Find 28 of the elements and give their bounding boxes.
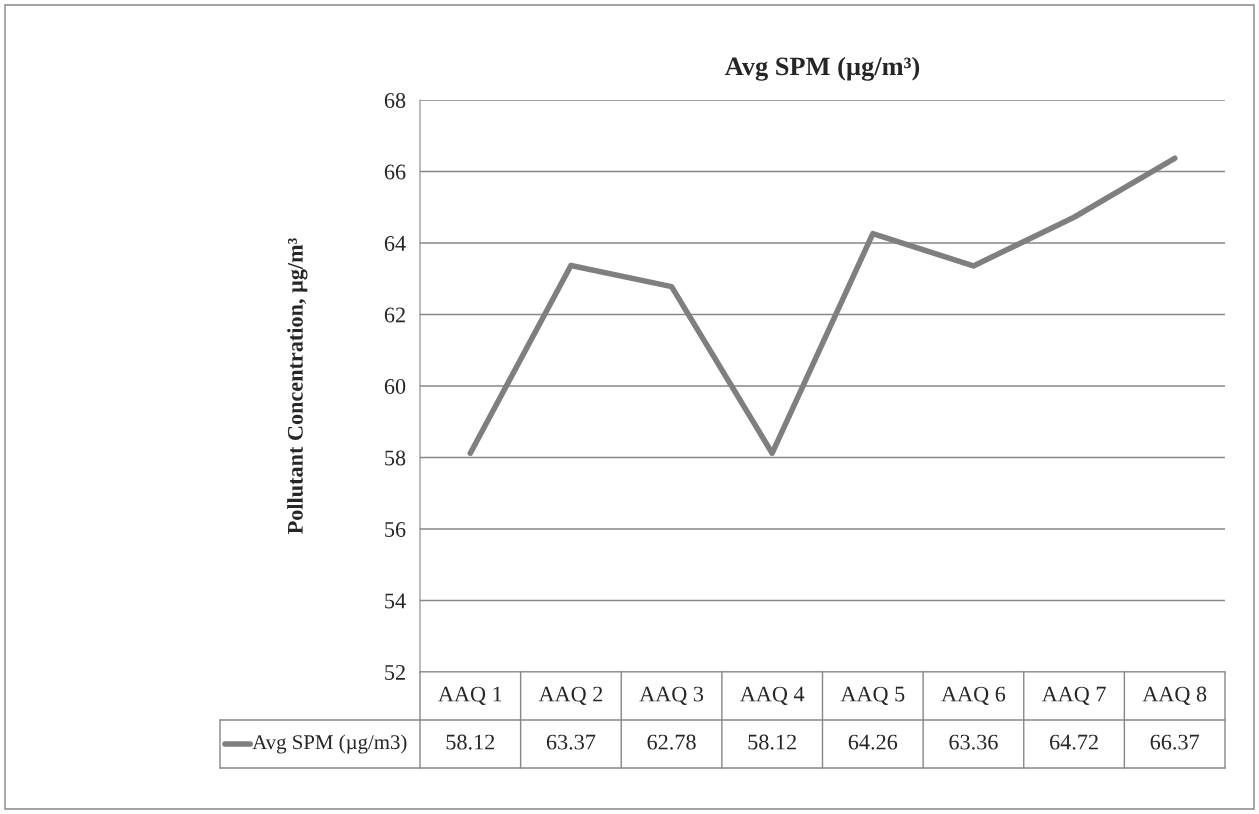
y-axis-title: Pollutant Concentration, µg/m³ (287, 238, 308, 534)
data-label: 62.78 (647, 734, 696, 750)
y-tick-label: 64 (384, 235, 406, 251)
chart-title: Avg SPM (µg/m³) (724, 56, 920, 81)
y-tick-label: 58 (385, 450, 406, 466)
data-label: 63.36 (949, 734, 998, 750)
y-tick-label: 66 (384, 164, 406, 180)
data-label: 66.37 (1150, 734, 1200, 750)
y-tick-label: 60 (384, 378, 406, 394)
x-tick-label: AAQ 1 (438, 686, 502, 705)
data-label: 64.26 (848, 734, 898, 750)
x-tick-label: AAQ 3 (639, 686, 704, 705)
x-tick-label: AAQ 7 (1041, 686, 1106, 705)
y-tick-label: 62 (384, 307, 405, 323)
x-tick-label: AAQ 4 (740, 686, 805, 705)
y-tick-label: 54 (385, 593, 406, 609)
data-label: 63.37 (546, 734, 596, 750)
y-tick-label: 56 (385, 521, 406, 537)
data-label: 64.72 (1050, 734, 1098, 750)
legend-label: Avg SPM (µg/m3) (252, 734, 407, 754)
x-tick-label: AAQ 2 (538, 686, 603, 705)
data-label: 58.12 (446, 734, 495, 750)
data-label: 58.12 (748, 734, 796, 750)
x-tick-label: AAQ 8 (1142, 686, 1207, 705)
y-tick-label: 68 (384, 92, 406, 108)
x-tick-label: AAQ 5 (840, 686, 905, 705)
y-tick-label: 52 (385, 664, 405, 680)
x-tick-label: AAQ 6 (941, 686, 1006, 705)
